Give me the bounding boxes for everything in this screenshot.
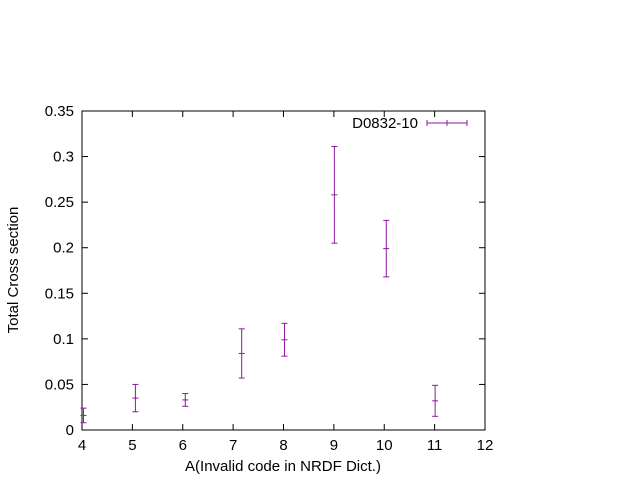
y-tick-label: 0 xyxy=(66,422,74,439)
x-tick-label: 12 xyxy=(477,437,494,454)
data-point xyxy=(80,407,87,424)
x-tick-label: 4 xyxy=(78,437,86,454)
legend-entry-sample xyxy=(426,120,468,126)
y-tick-label: 0.1 xyxy=(53,331,74,348)
x-tick-label: 6 xyxy=(179,437,187,454)
plot-frame xyxy=(81,110,486,431)
data-point xyxy=(238,328,245,379)
data-series xyxy=(80,146,439,424)
y-tick-label: 0.05 xyxy=(45,376,74,393)
y-tick-label: 0.15 xyxy=(45,285,74,302)
data-point xyxy=(383,219,390,278)
data-point xyxy=(432,384,439,417)
axis-ticks xyxy=(81,110,486,431)
x-tick-label: 10 xyxy=(376,437,393,454)
data-point xyxy=(182,393,189,407)
x-tick-label: 9 xyxy=(330,437,338,454)
tick-labels: 4 5 6 7 8 9 10 11 12 0 0.05 0.1 0.15 0.2 0.25 0.3 0.35 xyxy=(45,103,494,454)
x-tick-label: 8 xyxy=(279,437,287,454)
legend: D0832-10 xyxy=(352,115,468,132)
y-tick-label: 0.25 xyxy=(45,194,74,211)
data-point xyxy=(281,322,288,357)
y-tick-label: 0.3 xyxy=(53,149,74,166)
x-tick-label: 7 xyxy=(229,437,237,454)
y-tick-label: 0.35 xyxy=(45,103,74,120)
x-tick-label: 5 xyxy=(128,437,136,454)
data-point xyxy=(331,146,338,244)
x-axis-label: A(Invalid code in NRDF Dict.) xyxy=(185,458,381,475)
data-point xyxy=(132,383,139,413)
y-axis-label: Total Cross section xyxy=(5,207,22,334)
y-tick-label: 0.2 xyxy=(53,240,74,257)
x-tick-label: 11 xyxy=(427,437,443,454)
legend-entry-label: D0832-10 xyxy=(352,115,418,132)
